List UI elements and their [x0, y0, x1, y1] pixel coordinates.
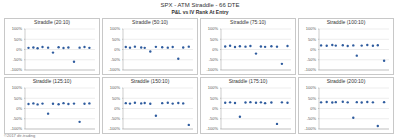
html-text:©2017 dtr-trading: ©2017 dtr-trading — [4, 133, 36, 138]
svg-text:-100%: -100% — [10, 67, 22, 72]
html-text:Straddle (75:10): Straddle (75:10) — [230, 19, 266, 25]
html-text:Straddle (175:10): Straddle (175:10) — [228, 78, 268, 84]
svg-text:0%: 0% — [114, 47, 120, 52]
svg-text:100%: 100% — [208, 85, 219, 90]
svg-text:0%: 0% — [310, 47, 316, 52]
svg-text:-50%: -50% — [307, 57, 317, 62]
html-text:Straddle (150:10): Straddle (150:10) — [130, 78, 170, 84]
svg-text:50%: 50% — [112, 96, 120, 101]
svg-text:50%: 50% — [308, 96, 316, 101]
svg-text:-100%: -100% — [304, 67, 316, 72]
svg-text:50%: 50% — [210, 96, 218, 101]
svg-text:0%: 0% — [310, 106, 316, 111]
html-text:P&L vs IV Rank At Entry: P&L vs IV Rank At Entry — [171, 9, 229, 15]
svg-text:-100%: -100% — [304, 126, 316, 131]
svg-text:50%: 50% — [14, 37, 22, 42]
html-text:Straddle (100:10): Straddle (100:10) — [326, 19, 366, 25]
html-text:Straddle (125:10): Straddle (125:10) — [32, 78, 72, 84]
svg-text:0%: 0% — [212, 106, 218, 111]
svg-text:100%: 100% — [110, 85, 121, 90]
svg-text:-50%: -50% — [209, 116, 219, 121]
svg-text:50%: 50% — [210, 37, 218, 42]
svg-text:-50%: -50% — [13, 57, 23, 62]
svg-text:50%: 50% — [14, 96, 22, 101]
svg-text:100%: 100% — [12, 85, 23, 90]
svg-text:-50%: -50% — [209, 57, 219, 62]
svg-text:0%: 0% — [114, 106, 120, 111]
svg-text:100%: 100% — [110, 26, 121, 31]
svg-text:-100%: -100% — [108, 67, 120, 72]
svg-text:100%: 100% — [12, 26, 23, 31]
svg-text:0%: 0% — [212, 47, 218, 52]
svg-text:100%: 100% — [306, 26, 317, 31]
svg-text:0%: 0% — [16, 106, 22, 111]
html-text:SPX - ATM Straddle - 66 DTE: SPX - ATM Straddle - 66 DTE — [160, 2, 240, 8]
svg-text:100%: 100% — [208, 26, 219, 31]
svg-text:-100%: -100% — [206, 67, 218, 72]
svg-text:50%: 50% — [112, 37, 120, 42]
svg-text:100%: 100% — [306, 85, 317, 90]
html-text:Straddle (50:10): Straddle (50:10) — [132, 19, 168, 25]
html-text:Straddle (200:10): Straddle (200:10) — [326, 78, 366, 84]
svg-text:-100%: -100% — [108, 126, 120, 131]
svg-text:50%: 50% — [308, 37, 316, 42]
svg-text:0%: 0% — [16, 47, 22, 52]
svg-text:-50%: -50% — [111, 57, 121, 62]
html-text:Straddle (20:10): Straddle (20:10) — [34, 19, 70, 25]
svg-text:-50%: -50% — [111, 116, 121, 121]
svg-text:-100%: -100% — [206, 126, 218, 131]
svg-text:-50%: -50% — [307, 116, 317, 121]
svg-text:-50%: -50% — [13, 116, 23, 121]
svg-text:-100%: -100% — [10, 126, 22, 131]
